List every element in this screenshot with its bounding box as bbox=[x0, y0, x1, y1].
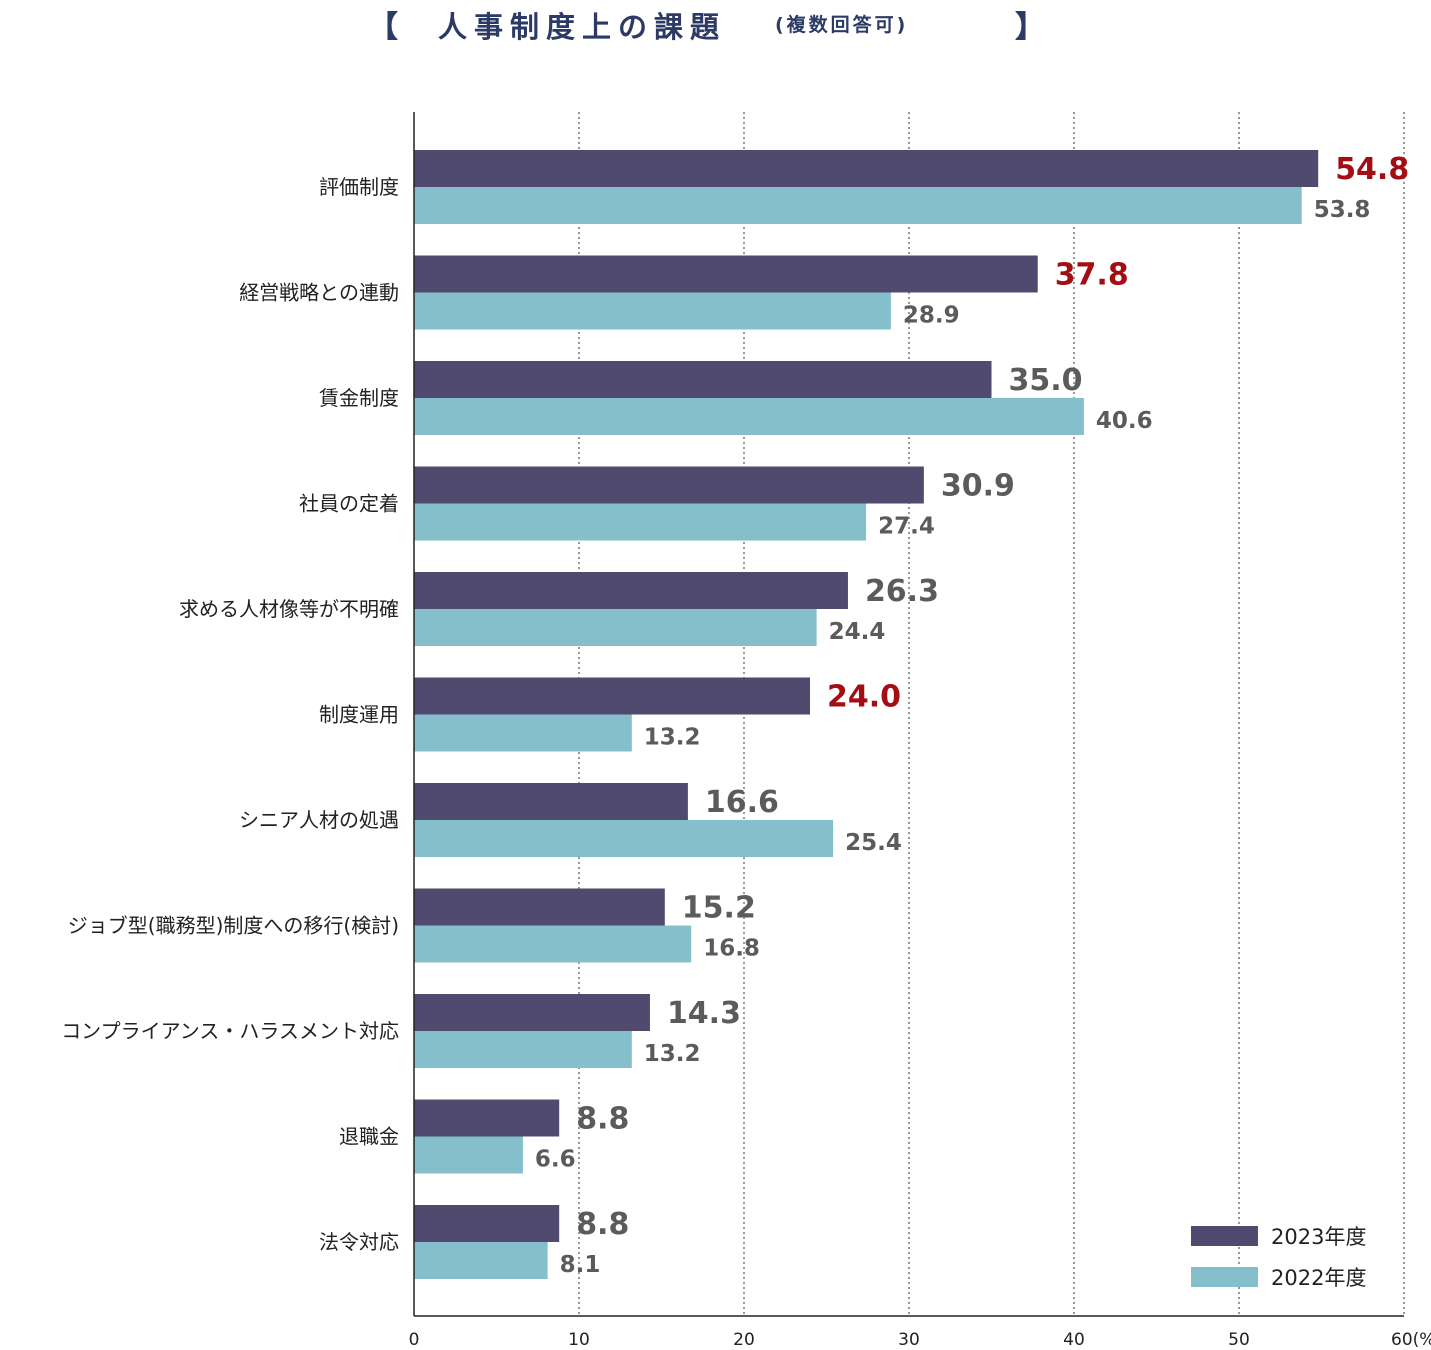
legend-2023-swatch bbox=[1191, 1226, 1258, 1246]
bar-2023 bbox=[414, 994, 650, 1031]
bar-2022 bbox=[414, 1136, 523, 1174]
bar-2023 bbox=[414, 361, 992, 398]
data-label-2022: 8.1 bbox=[560, 1252, 601, 1278]
axes: 0 10 20 30 40 50 60(%) 評価制度経営戦略との連動賃金制度社員の定着求める… bbox=[61, 112, 1431, 1350]
data-label-2022: 27.4 bbox=[878, 514, 935, 540]
bar-2022 bbox=[414, 609, 817, 646]
bar-2023 bbox=[414, 466, 924, 504]
data-label-2022: 53.8 bbox=[1314, 197, 1371, 223]
bar-2023 bbox=[414, 888, 665, 926]
bar-2022 bbox=[414, 503, 867, 541]
data-label-2023: 26.3 bbox=[865, 574, 939, 609]
data-label-2022: 6.6 bbox=[535, 1147, 576, 1173]
data-label-2022: 24.4 bbox=[829, 619, 886, 645]
data-label-2023: 8.8 bbox=[576, 1207, 629, 1242]
data-label-2023: 24.0 bbox=[827, 680, 901, 715]
x-tick-label: 40 bbox=[1063, 1330, 1085, 1350]
bar-2022 bbox=[414, 292, 891, 330]
category-label: 求める人材像等が不明確 bbox=[179, 597, 399, 621]
data-label-2023: 37.8 bbox=[1055, 258, 1129, 293]
x-tick-label: 60(%) bbox=[1391, 1330, 1431, 1350]
bar-2022 bbox=[414, 925, 692, 963]
bars: 54.8 53.8 37.8 28.9 35.0 40.6 30.927.4 26.3 24.4… bbox=[414, 150, 1409, 1279]
data-label-2022: 13.2 bbox=[644, 725, 701, 751]
category-label: コンプライアンス・ハラスメント対応 bbox=[61, 1019, 399, 1043]
data-label-2022: 40.6 bbox=[1096, 408, 1153, 434]
category-label: 制度運用 bbox=[319, 703, 399, 727]
bar-2022 bbox=[414, 398, 1084, 435]
title-main: 人事制度上の課題 bbox=[438, 10, 727, 44]
bar-2023 bbox=[414, 783, 688, 820]
category-label: 評価制度 bbox=[319, 175, 399, 199]
bar-2022 bbox=[414, 1031, 632, 1068]
data-label-2023: 16.6 bbox=[705, 785, 779, 820]
title-open-bracket: 【 bbox=[368, 10, 398, 45]
bar-2022 bbox=[414, 820, 834, 857]
bar-2023 bbox=[414, 1099, 560, 1137]
bar-2023 bbox=[414, 677, 810, 715]
data-label-2023: 35.0 bbox=[1009, 363, 1083, 398]
legend-2023-label: 2023年度 bbox=[1271, 1225, 1366, 1249]
x-tick-label: 10 bbox=[568, 1330, 590, 1350]
data-label-2023: 8.8 bbox=[576, 1102, 629, 1137]
data-label-2022: 28.9 bbox=[903, 303, 960, 329]
data-label-2022: 25.4 bbox=[845, 830, 902, 856]
bar-2023 bbox=[414, 150, 1319, 187]
data-label-2023: 15.2 bbox=[682, 891, 756, 926]
chart-title: 【 人事制度上の課題 (複数回答可) 】 bbox=[0, 0, 1431, 50]
category-label: 社員の定着 bbox=[299, 492, 399, 516]
x-tick-label: 30 bbox=[898, 1330, 920, 1350]
bar-2023 bbox=[414, 572, 848, 609]
legend-2022-swatch bbox=[1191, 1267, 1258, 1287]
bar-2023 bbox=[414, 255, 1038, 293]
category-label: 法令対応 bbox=[319, 1230, 399, 1254]
bar-2023 bbox=[414, 1205, 560, 1242]
legend-2022-label: 2022年度 bbox=[1271, 1266, 1366, 1290]
bar-2022 bbox=[414, 187, 1302, 224]
title-close-bracket: 】 bbox=[1015, 10, 1045, 45]
bar-2022 bbox=[414, 1242, 548, 1279]
data-label-2023: 30.9 bbox=[941, 469, 1015, 504]
x-tick-label: 0 bbox=[409, 1330, 420, 1350]
data-label-2022: 13.2 bbox=[644, 1041, 701, 1067]
category-label: 賃金制度 bbox=[319, 386, 399, 410]
bar-2022 bbox=[414, 714, 632, 752]
x-tick-label: 50 bbox=[1228, 1330, 1250, 1350]
data-label-2023: 54.8 bbox=[1335, 152, 1409, 187]
category-label: 経営戦略との連動 bbox=[239, 281, 399, 305]
data-label-2023: 14.3 bbox=[667, 996, 741, 1031]
title-sub: (複数回答可) bbox=[775, 14, 909, 36]
legend: 2023年度 2022年度 bbox=[1191, 1225, 1366, 1290]
category-label: ジョブ型(職務型)制度への移行(検討) bbox=[68, 914, 399, 938]
data-label-2022: 16.8 bbox=[703, 936, 760, 962]
category-label: シニア人材の処遇 bbox=[239, 808, 399, 832]
category-label: 退職金 bbox=[339, 1125, 399, 1149]
x-tick-label: 20 bbox=[733, 1330, 755, 1350]
